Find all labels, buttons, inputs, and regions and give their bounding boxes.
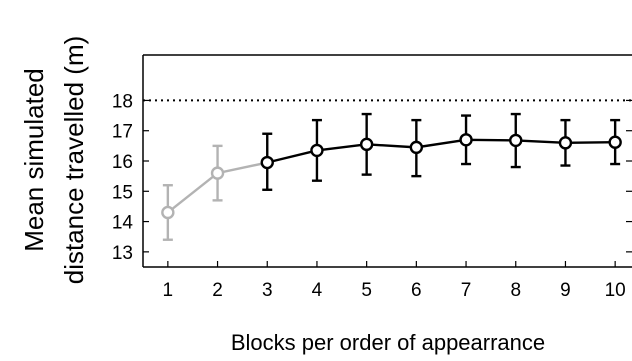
y-tick-label: 13 <box>112 243 133 264</box>
data-point <box>260 155 274 170</box>
x-tick-label: 2 <box>212 280 223 301</box>
x-tick-label: 3 <box>262 280 273 301</box>
x-tick-label: 9 <box>560 280 571 301</box>
data-point <box>509 133 523 148</box>
data-point <box>409 140 424 155</box>
data-point <box>608 135 622 149</box>
data-point <box>310 143 324 158</box>
y-tick-label: 17 <box>112 122 133 143</box>
x-tick-label: 1 <box>163 280 174 301</box>
y-axis-label-line-2: distance travelled (m) <box>59 36 89 285</box>
y-tick-label: 18 <box>112 91 133 112</box>
data-point <box>459 133 473 147</box>
x-tick-label: 8 <box>510 280 521 301</box>
y-tick-label: 14 <box>112 213 134 234</box>
y-tick-label: 16 <box>112 152 133 173</box>
data-point <box>161 205 175 220</box>
x-tick-label: 5 <box>361 280 372 301</box>
plot-area: 13 14 15 16 17 18 1 2 3 4 5 6 7 8 9 10 <box>112 54 632 301</box>
data-point <box>558 136 573 150</box>
x-axis-label: Blocks per order of appearrance <box>231 330 545 355</box>
y-tick-label: 15 <box>112 182 133 203</box>
series-line-1 <box>266 138 616 164</box>
y-axis-label-line-1: Mean simulated <box>19 68 49 252</box>
x-tick-label: 4 <box>312 280 323 301</box>
data-point <box>359 137 374 152</box>
data-point <box>210 166 225 180</box>
x-tick-label: 10 <box>605 280 626 301</box>
x-tick-label: 6 <box>411 280 422 301</box>
x-tick-label: 7 <box>461 280 472 301</box>
